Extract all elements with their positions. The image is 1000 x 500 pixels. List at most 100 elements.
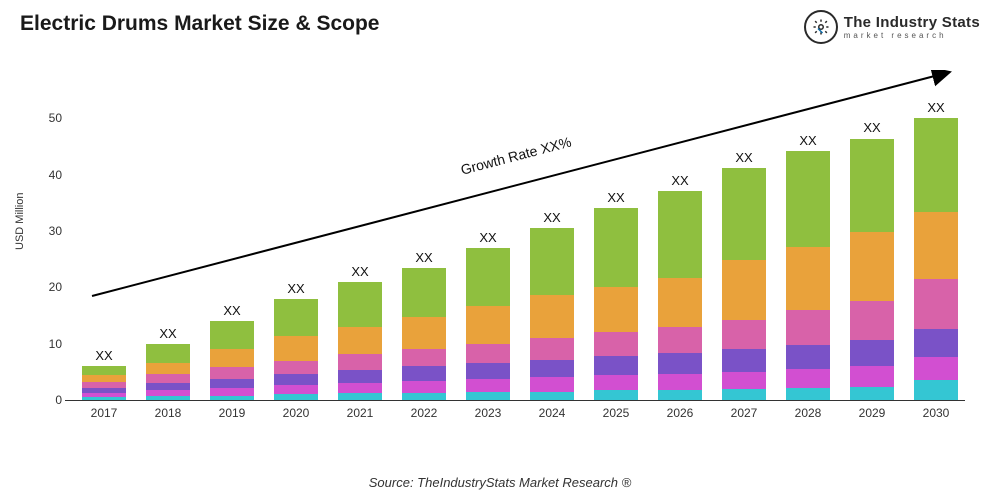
bar-value-label: XX: [530, 210, 574, 225]
bar-value-label: XX: [338, 264, 382, 279]
bar-segment: [914, 279, 958, 329]
bar-segment: [466, 392, 510, 400]
bar-segment: [914, 118, 958, 212]
bar-segment: [786, 345, 830, 369]
bar-segment: [146, 344, 190, 363]
stacked-bar: XX: [722, 168, 766, 400]
bar-value-label: XX: [210, 303, 254, 318]
x-tick: 2017: [82, 406, 126, 420]
bar-segment: [786, 388, 830, 400]
bar-segment: [594, 375, 638, 390]
bar-slot: XX2020: [274, 299, 318, 400]
bar-slot: XX2027: [722, 168, 766, 400]
bar-segment: [658, 278, 702, 327]
stacked-bar: XX: [82, 366, 126, 400]
bar-segment: [658, 390, 702, 400]
bar-segment: [146, 383, 190, 390]
y-tick: 30: [32, 224, 62, 238]
gear-icon: [804, 10, 838, 44]
stacked-bar: XX: [210, 321, 254, 400]
bar-slot: XX2030: [914, 118, 958, 400]
bar-segment: [402, 349, 446, 366]
stacked-bar: XX: [658, 191, 702, 400]
bar-segment: [338, 393, 382, 400]
bar-segment: [402, 393, 446, 400]
bar-segment: [658, 374, 702, 390]
bar-segment: [914, 380, 958, 400]
bar-segment: [338, 354, 382, 369]
bar-segment: [466, 306, 510, 344]
y-tick: 50: [32, 111, 62, 125]
bar-segment: [850, 139, 894, 233]
bar-segment: [722, 320, 766, 349]
bar-value-label: XX: [786, 133, 830, 148]
bars-container: XX2017XX2018XX2019XX2020XX2021XX2022XX20…: [70, 90, 970, 400]
bar-value-label: XX: [402, 250, 446, 265]
bar-segment: [338, 327, 382, 355]
bar-value-label: XX: [82, 348, 126, 363]
bar-segment: [850, 366, 894, 387]
bar-value-label: XX: [274, 281, 318, 296]
bar-slot: XX2024: [530, 228, 574, 400]
bar-segment: [786, 247, 830, 310]
bar-segment: [594, 390, 638, 400]
y-axis-label: USD Million: [14, 193, 26, 250]
bar-slot: XX2023: [466, 248, 510, 400]
stacked-bar: XX: [466, 248, 510, 400]
stacked-bar: XX: [402, 268, 446, 400]
bar-value-label: XX: [722, 150, 766, 165]
bar-segment: [210, 388, 254, 395]
bar-segment: [338, 370, 382, 383]
x-tick: 2027: [722, 406, 766, 420]
bar-segment: [274, 361, 318, 375]
x-tick: 2024: [530, 406, 574, 420]
stacked-bar: XX: [530, 228, 574, 400]
bar-segment: [786, 310, 830, 344]
bar-slot: XX2028: [786, 151, 830, 400]
bar-segment: [210, 321, 254, 349]
bar-segment: [658, 353, 702, 374]
x-tick: 2029: [850, 406, 894, 420]
bar-value-label: XX: [594, 190, 638, 205]
bar-segment: [530, 392, 574, 400]
bar-segment: [402, 317, 446, 350]
bar-segment: [722, 349, 766, 372]
stacked-bar: XX: [146, 344, 190, 400]
x-tick: 2021: [338, 406, 382, 420]
bar-segment: [786, 151, 830, 247]
bar-segment: [850, 340, 894, 366]
bar-segment: [210, 349, 254, 367]
bar-segment: [594, 332, 638, 356]
bar-segment: [786, 369, 830, 388]
bar-segment: [594, 287, 638, 332]
x-tick: 2022: [402, 406, 446, 420]
x-tick: 2023: [466, 406, 510, 420]
stacked-bar: XX: [850, 138, 894, 400]
bar-value-label: XX: [850, 120, 894, 135]
stacked-bar: XX: [786, 151, 830, 400]
bar-segment: [466, 363, 510, 379]
bar-segment: [338, 383, 382, 394]
chart-title: Electric Drums Market Size & Scope: [20, 12, 379, 36]
bar-slot: XX2022: [402, 268, 446, 400]
bar-segment: [274, 336, 318, 360]
bar-slot: XX2026: [658, 191, 702, 400]
x-tick: 2030: [914, 406, 958, 420]
y-tick: 0: [32, 393, 62, 407]
bar-segment: [338, 282, 382, 327]
bar-segment: [914, 212, 958, 280]
bar-value-label: XX: [658, 173, 702, 188]
bar-segment: [594, 356, 638, 375]
x-tick: 2020: [274, 406, 318, 420]
bar-segment: [466, 379, 510, 392]
bar-segment: [274, 374, 318, 385]
bar-slot: XX2029: [850, 138, 894, 400]
bar-value-label: XX: [146, 326, 190, 341]
bar-segment: [146, 363, 190, 374]
logo-sub-text: market research: [844, 32, 980, 40]
bar-segment: [850, 301, 894, 340]
chart-area: XX2017XX2018XX2019XX2020XX2021XX2022XX20…: [70, 70, 970, 430]
y-tick: 40: [32, 168, 62, 182]
x-axis: [65, 400, 965, 401]
bar-segment: [594, 208, 638, 287]
